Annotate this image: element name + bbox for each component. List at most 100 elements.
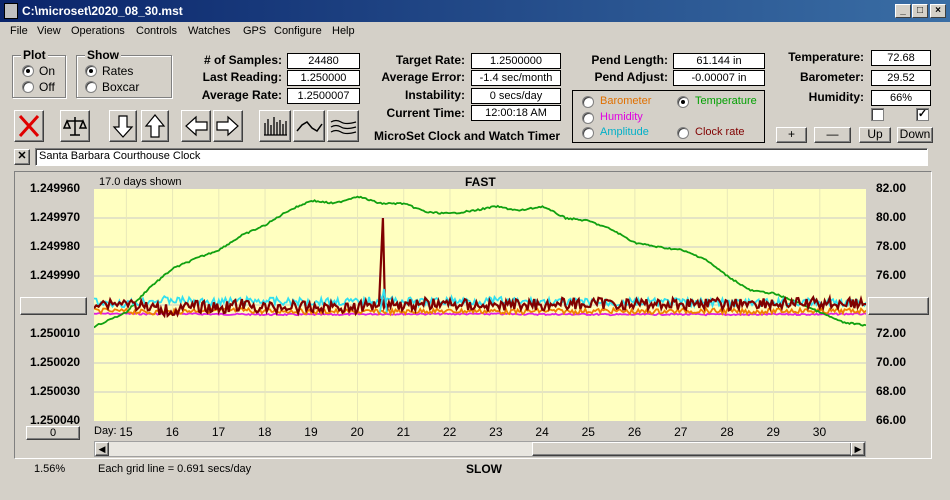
menu-controls[interactable]: Controls bbox=[136, 25, 177, 37]
up-button[interactable]: Up bbox=[859, 127, 891, 143]
app-icon[interactable] bbox=[4, 3, 18, 19]
average-rate-field: 1.2500007 bbox=[287, 88, 360, 104]
right-tick-label: 80.00 bbox=[876, 210, 907, 224]
day-tick-label: 15 bbox=[119, 425, 133, 439]
scroll-thumb[interactable] bbox=[532, 442, 852, 456]
average-error-label: Average Error: bbox=[381, 70, 465, 84]
clock-rate-radio[interactable] bbox=[677, 127, 689, 139]
day-tick-label: 24 bbox=[535, 425, 549, 439]
amplitude-spike bbox=[379, 288, 388, 313]
plot-group-label: Plot bbox=[21, 48, 48, 62]
instability-label: Instability: bbox=[404, 88, 465, 102]
horizontal-scrollbar[interactable]: ◀ ▶ bbox=[94, 441, 866, 457]
right-axis-marker[interactable] bbox=[868, 297, 929, 315]
multi-line-button[interactable] bbox=[327, 110, 359, 142]
day-tick-label: 26 bbox=[627, 425, 642, 439]
red-x-icon bbox=[18, 114, 40, 138]
stop-button[interactable] bbox=[14, 110, 44, 142]
menu-watches[interactable]: Watches bbox=[188, 25, 231, 37]
waves-icon bbox=[330, 119, 357, 135]
humidity-radio[interactable] bbox=[582, 112, 594, 124]
day-tick-label: 21 bbox=[396, 425, 411, 439]
scroll-left-button[interactable]: ◀ bbox=[95, 442, 109, 456]
left-axis-marker[interactable] bbox=[20, 297, 87, 315]
instability-field: 0 secs/day bbox=[471, 88, 561, 104]
boxcar-label: Boxcar bbox=[102, 80, 140, 94]
barometer-field: 29.52 bbox=[871, 70, 931, 86]
wave-icon bbox=[296, 121, 323, 132]
day-tick-label: 27 bbox=[674, 425, 688, 439]
right-checkbox[interactable]: ✓ bbox=[916, 108, 929, 121]
day-tick-label: 18 bbox=[258, 425, 272, 439]
line-plot-button[interactable] bbox=[293, 110, 325, 142]
offset-button[interactable]: 0 bbox=[26, 426, 80, 440]
day-tick-label: 30 bbox=[812, 425, 827, 439]
chart-frame bbox=[14, 171, 932, 459]
average-rate-label: Average Rate: bbox=[201, 88, 282, 102]
arrow-up-button[interactable] bbox=[141, 110, 169, 142]
bars-icon bbox=[264, 117, 287, 136]
right-tick-label: 78.00 bbox=[876, 239, 907, 253]
menu-configure[interactable]: Configure bbox=[274, 25, 322, 37]
last-reading-field: 1.250000 bbox=[287, 70, 360, 86]
menu-gps[interactable]: GPS bbox=[243, 25, 267, 37]
right-tick-label: 72.00 bbox=[876, 326, 907, 340]
amplitude-radio[interactable] bbox=[582, 127, 594, 139]
plot-on-radio[interactable] bbox=[22, 65, 34, 77]
target-rate-field[interactable]: 1.2500000 bbox=[471, 53, 561, 69]
histogram-button[interactable] bbox=[259, 110, 291, 142]
plus-button[interactable]: + bbox=[776, 127, 807, 143]
arrow-right-button[interactable] bbox=[213, 110, 243, 142]
day-tick-label: 19 bbox=[304, 425, 318, 439]
down-button[interactable]: Down bbox=[897, 127, 933, 143]
right-tick-label: 66.00 bbox=[876, 413, 907, 427]
menu-bar: File View Operations Controls Watches GP… bbox=[0, 22, 950, 41]
left-tick-label: 1.250010 bbox=[30, 326, 81, 340]
plot-on-label: On bbox=[39, 64, 56, 78]
slow-label: SLOW bbox=[466, 462, 502, 476]
balance-button[interactable] bbox=[60, 110, 90, 142]
close-window-button[interactable]: × bbox=[930, 4, 946, 18]
clock-name-field[interactable]: Santa Barbara Courthouse Clock bbox=[35, 148, 928, 166]
boxcar-radio[interactable] bbox=[85, 81, 97, 93]
show-group: Show bbox=[76, 48, 172, 98]
menu-view[interactable]: View bbox=[37, 25, 61, 37]
day-label: Day: bbox=[94, 425, 117, 437]
arrow-down-button[interactable] bbox=[109, 110, 137, 142]
current-time-label: Current Time: bbox=[386, 106, 465, 120]
right-tick-label: 70.00 bbox=[876, 355, 907, 369]
arrow-left-button[interactable] bbox=[181, 110, 211, 142]
samples-field: 24480 bbox=[287, 53, 360, 69]
rates-label: Rates bbox=[102, 64, 134, 78]
menu-file[interactable]: File bbox=[10, 25, 28, 37]
amplitude-series bbox=[94, 293, 866, 310]
menu-operations[interactable]: Operations bbox=[71, 25, 125, 37]
right-tick-label: 82.00 bbox=[876, 181, 907, 195]
pend-adjust-field: -0.00007 in bbox=[673, 70, 765, 86]
arrow-left-icon bbox=[185, 115, 208, 137]
pend-length-label: Pend Length: bbox=[591, 53, 668, 67]
arrow-right-icon bbox=[216, 115, 239, 137]
days-shown-label: 17.0 days shown bbox=[99, 176, 182, 188]
arrow-up-icon bbox=[144, 114, 166, 138]
left-checkbox[interactable] bbox=[871, 108, 884, 121]
plot-off-radio[interactable] bbox=[22, 81, 34, 93]
day-tick-label: 29 bbox=[766, 425, 780, 439]
plot-off-label: Off bbox=[39, 80, 55, 94]
pend-length-field[interactable]: 61.144 in bbox=[673, 53, 765, 69]
temperature-label: Temperature: bbox=[788, 50, 864, 64]
barometer-radio[interactable] bbox=[582, 96, 594, 108]
minus-button[interactable]: — bbox=[814, 127, 851, 143]
temperature-option-label: Temperature bbox=[695, 95, 757, 107]
close-clock-button[interactable]: ✕ bbox=[14, 149, 30, 165]
title-bar[interactable]: C:\microset\2020_08_30.mst _ □ × bbox=[0, 0, 950, 22]
current-time-field: 12:00:18 AM bbox=[471, 105, 561, 121]
maximize-button[interactable]: □ bbox=[912, 4, 928, 18]
minimize-button[interactable]: _ bbox=[895, 4, 911, 18]
left-tick-label: 1.249990 bbox=[30, 268, 81, 282]
temperature-radio[interactable] bbox=[677, 96, 689, 108]
scroll-right-button[interactable]: ▶ bbox=[851, 442, 865, 456]
rates-radio[interactable] bbox=[85, 65, 97, 77]
show-group-label: Show bbox=[85, 48, 121, 62]
menu-help[interactable]: Help bbox=[332, 25, 355, 37]
